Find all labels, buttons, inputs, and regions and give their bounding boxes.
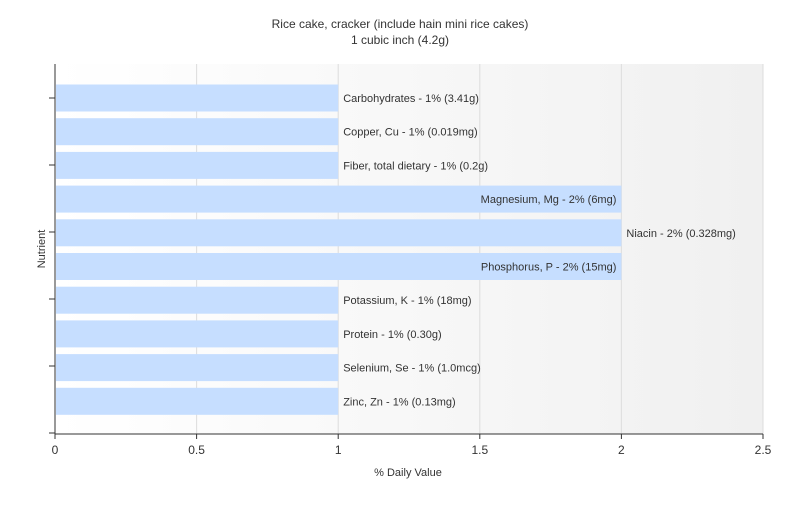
bar	[56, 118, 339, 146]
bar	[56, 185, 622, 213]
bar-label: Protein - 1% (0.30g)	[343, 329, 441, 341]
bar-label: Selenium, Se - 1% (1.0mcg)	[343, 363, 481, 375]
bar	[56, 219, 622, 247]
y-axis-label: Nutrient	[36, 230, 48, 269]
x-tick-label: 2.5	[755, 443, 772, 457]
bar	[56, 253, 622, 280]
bar	[56, 320, 339, 348]
bar-label: Carbohydrates - 1% (3.41g)	[343, 93, 479, 105]
x-tick-label: 0.5	[188, 443, 205, 457]
bar	[56, 387, 339, 415]
bar-label: Phosphorus, P - 2% (15mg)	[481, 262, 617, 274]
bar-label: Zinc, Zn - 1% (0.13mg)	[343, 396, 455, 408]
axes	[49, 64, 764, 439]
x-tick-label: 2	[618, 443, 625, 457]
bar-labels: Carbohydrates - 1% (3.41g) Copper, Cu - 1…	[343, 93, 736, 408]
x-tick-label: 0	[52, 443, 59, 457]
bar-label: Niacin - 2% (0.328mg)	[626, 228, 735, 240]
bar-label: Copper, Cu - 1% (0.019mg)	[343, 127, 478, 139]
bar	[56, 354, 339, 382]
chart-subtitle: 1 cubic inch (4.2g)	[351, 33, 449, 47]
x-axis-label: % Daily Value	[374, 467, 442, 479]
bar-label: Magnesium, Mg - 2% (6mg)	[481, 194, 617, 206]
bar-label: Potassium, K - 1% (18mg)	[343, 295, 471, 307]
chart-title: Rice cake, cracker (include hain mini ri…	[272, 17, 529, 31]
tick-labels: 0 0.5 1 1.5 2 2.5	[52, 443, 772, 457]
x-tick-label: 1.5	[471, 443, 488, 457]
bar	[56, 286, 339, 314]
x-tick-label: 1	[335, 443, 342, 457]
bar	[56, 151, 339, 179]
bars	[56, 84, 622, 415]
bar-label: Fiber, total dietary - 1% (0.2g)	[343, 160, 488, 172]
bar	[56, 84, 339, 112]
